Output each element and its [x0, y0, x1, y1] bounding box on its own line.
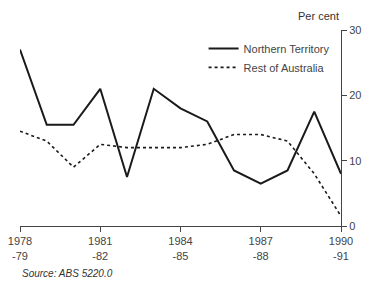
svg-text:20: 20 — [349, 89, 361, 101]
svg-text:1981-82: 1981-82 — [88, 235, 112, 261]
svg-text:30: 30 — [349, 24, 361, 36]
svg-text:1990-91: 1990-91 — [329, 235, 353, 261]
svg-text:Source: ABS 5220.0: Source: ABS 5220.0 — [22, 268, 113, 279]
svg-text:10: 10 — [349, 155, 361, 167]
svg-text:1984-85: 1984-85 — [168, 235, 192, 261]
svg-text:Northern Territory: Northern Territory — [244, 43, 330, 55]
svg-text:1987-88: 1987-88 — [249, 235, 273, 261]
svg-text:Rest of Australia: Rest of Australia — [244, 62, 325, 74]
svg-text:1978-79: 1978-79 — [8, 235, 32, 261]
svg-text:Per cent: Per cent — [298, 10, 339, 22]
svg-text:0: 0 — [349, 220, 355, 232]
